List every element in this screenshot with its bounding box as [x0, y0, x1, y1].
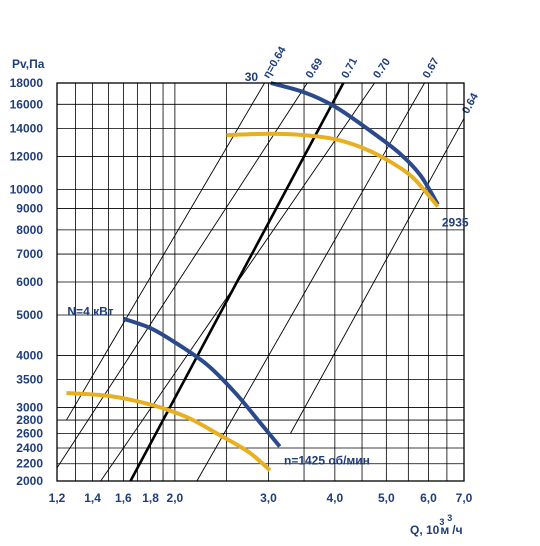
- y-tick-label: 2400: [16, 441, 43, 455]
- efficiency-line-label: 0.67: [421, 56, 442, 81]
- speed-label-high: 2935: [442, 216, 469, 230]
- pressure-curve: [66, 391, 272, 472]
- x-tick-label: 6,0: [420, 491, 437, 505]
- y-tick-label: 16000: [10, 97, 44, 111]
- x-axis-title-tail: /ч: [452, 523, 462, 537]
- efficiency-line-label: η=0.64: [261, 44, 289, 81]
- x-tick-label: 7,0: [456, 491, 473, 505]
- y-tick-label: 2600: [16, 426, 43, 440]
- power-label-low: N=4 кВт: [67, 305, 113, 319]
- power-curve: [122, 316, 282, 448]
- y-tick-label: 2000: [16, 474, 43, 488]
- y-tick-label: 10000: [10, 182, 44, 196]
- x-axis-title-unit: м: [440, 523, 449, 537]
- x-tick-label: 1,6: [115, 491, 132, 505]
- y-tick-label: 18000: [10, 76, 44, 90]
- x-tick-labels: 1,2 1,4 1,6 1,8 2,0 3,0 4,0 5,0 6,0 7,0: [49, 491, 473, 505]
- efficiency-line-label: 0.64: [460, 91, 481, 116]
- x-axis-title-main: Q, 10: [410, 523, 440, 537]
- x-tick-label: 2,0: [167, 491, 184, 505]
- efficiency-lines: η=0.64 0.69 0.70 0.67 0.64 0.71: [56, 44, 481, 482]
- pressure-curve: [226, 131, 440, 208]
- power-label-high: 30: [245, 70, 259, 84]
- x-tick-label: 1,4: [84, 491, 101, 505]
- y-tick-label: 7000: [16, 247, 43, 261]
- efficiency-line-label: 0.69: [304, 56, 326, 81]
- x-tick-label: 3,0: [260, 491, 277, 505]
- y-tick-label: 9000: [16, 202, 43, 216]
- y-tick-label: 2800: [16, 413, 43, 427]
- x-axis-title-sup: 3: [439, 517, 444, 527]
- plot-frame: [56, 82, 465, 482]
- y-tick-label: 4000: [16, 348, 43, 362]
- y-tick-label: 5000: [16, 308, 43, 322]
- efficiency-line-label: 0.70: [371, 56, 393, 80]
- y-axis-title: Pv,Па: [12, 57, 45, 71]
- efficiency-line: [290, 118, 465, 434]
- efficiency-line: [66, 82, 265, 421]
- y-tick-label: 3500: [16, 373, 43, 387]
- y-tick-label: 2200: [16, 457, 43, 471]
- grid-lines: [56, 82, 465, 482]
- power-curve: [270, 81, 440, 206]
- x-axis-title-unit-sup: 3: [447, 513, 452, 523]
- x-tick-label: 1,2: [49, 491, 66, 505]
- efficiency-line: [196, 82, 425, 482]
- x-tick-label: 4,0: [327, 491, 344, 505]
- x-axis-title: Q, 103 м3/ч: [410, 513, 463, 537]
- x-tick-label: 5,0: [378, 491, 395, 505]
- speed-label-low: n=1425 об/мин: [284, 453, 370, 467]
- y-tick-label: 8000: [16, 223, 43, 237]
- y-tick-label: 14000: [10, 122, 44, 136]
- y-tick-label: 3000: [16, 401, 43, 415]
- x-tick-label: 1,8: [142, 491, 159, 505]
- y-tick-label: 12000: [10, 149, 44, 163]
- performance-curves: [66, 81, 440, 472]
- y-tick-label: 6000: [16, 275, 43, 289]
- max-efficiency-line: [129, 82, 345, 482]
- efficiency-line: [56, 82, 308, 469]
- max-efficiency-line-label: 0.71: [339, 56, 360, 81]
